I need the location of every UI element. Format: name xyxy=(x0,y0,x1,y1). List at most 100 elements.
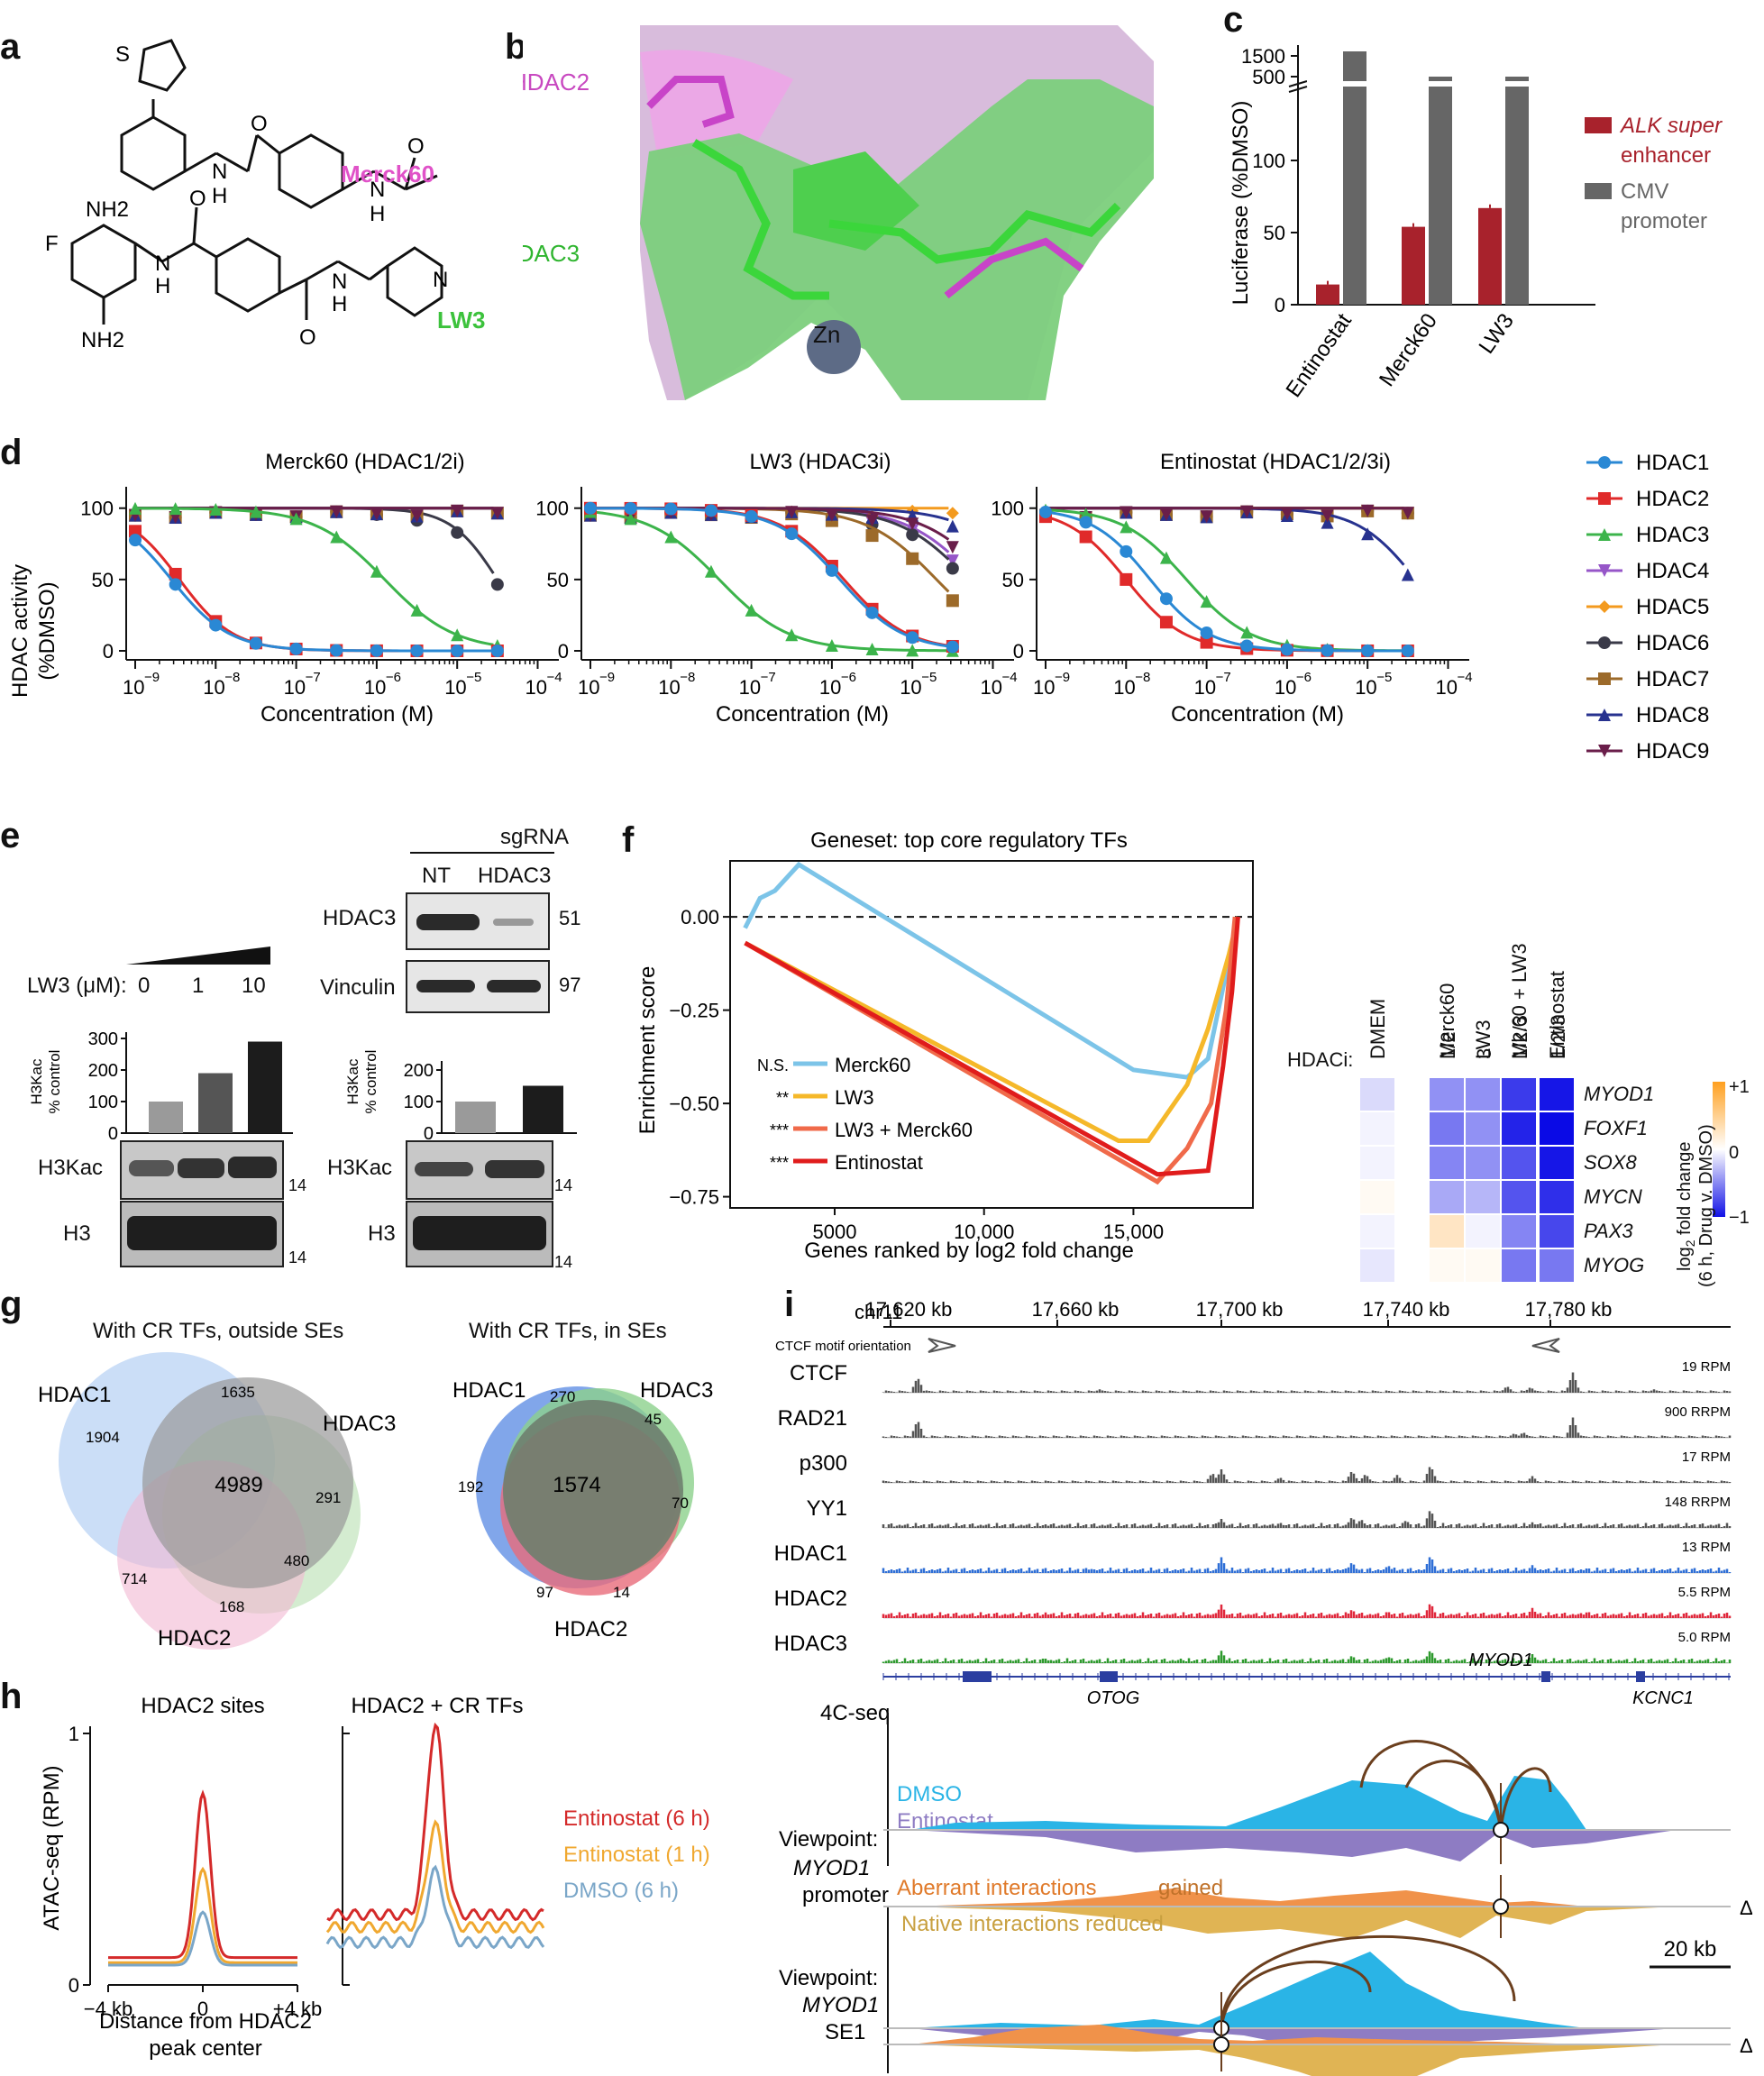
e-bar2 xyxy=(523,1085,563,1133)
d-xtick-exp: −6 xyxy=(386,670,401,685)
d-legend-item: HDAC5 xyxy=(1636,595,1709,619)
i-4c-label: 4C-seq xyxy=(820,1701,890,1725)
hm-hdaci-value: 1/2/3 xyxy=(1547,1015,1569,1059)
c-category: Merck60 xyxy=(1375,309,1442,391)
d-marker xyxy=(209,618,223,632)
f-legend-sig: *** xyxy=(770,1154,789,1172)
i-viewpoint2-label: MYOD1 xyxy=(802,1993,879,2017)
e-bar2-ylabel-2: % control xyxy=(362,1050,379,1114)
i-track-name: YY1 xyxy=(807,1496,847,1521)
d-legend-item: HDAC9 xyxy=(1636,739,1709,764)
hm-cell xyxy=(1539,1248,1575,1283)
i-gene-kcnc1: KCNC1 xyxy=(1632,1688,1694,1708)
c-bar-alk xyxy=(1402,226,1425,305)
d-ytick: 0 xyxy=(558,640,569,663)
d-curve xyxy=(134,539,494,653)
hm-cell xyxy=(1429,1214,1465,1248)
i-viewpoint2-label: SE1 xyxy=(825,2020,865,2044)
d-marker xyxy=(906,644,919,657)
d-marker xyxy=(1200,595,1213,608)
d-xlabel: Concentration (M) xyxy=(1171,702,1344,727)
i-track-name: HDAC3 xyxy=(775,1632,847,1656)
f-ylabel: Enrichment score xyxy=(635,966,660,1135)
hm-cell xyxy=(1429,1248,1465,1283)
hdac3-structure-label: HDAC3 xyxy=(523,240,580,267)
i-gene-otog: OTOG xyxy=(1087,1688,1140,1708)
hm-hdaci-value: 1/2/3 xyxy=(1509,1015,1531,1059)
hm-cell xyxy=(1429,1077,1465,1111)
hm-colorbar-label-2: (6 h, Drug v. DMSO) xyxy=(1696,1124,1716,1287)
e-bar-ytick: 200 xyxy=(88,1061,118,1081)
d-marker xyxy=(946,594,959,608)
hm-cell xyxy=(1539,1077,1575,1111)
hdac2-structure-label: HDAC2 xyxy=(523,69,590,96)
c-bar-cmv xyxy=(1343,51,1366,305)
f-legend-name: Merck60 xyxy=(835,1054,910,1076)
h-profile xyxy=(108,1866,297,1964)
g-right-count-70: 70 xyxy=(672,1495,689,1512)
i-4c-area xyxy=(883,1952,1731,2028)
d-legend-item: HDAC8 xyxy=(1636,703,1709,727)
d-xtick: 10 xyxy=(1436,676,1458,699)
d-xlabel: Concentration (M) xyxy=(260,702,434,727)
c-category: LW3 xyxy=(1475,309,1519,358)
dose-0: 0 xyxy=(138,974,151,998)
sgrna-line xyxy=(410,852,554,854)
d-xtick: 10 xyxy=(578,676,599,699)
hm-colorbar-tick: +1 xyxy=(1729,1077,1750,1097)
d-curve xyxy=(134,530,494,653)
f-legend-name: LW3 xyxy=(835,1086,874,1109)
f-es-curve xyxy=(744,916,1240,1177)
d-marker xyxy=(906,631,919,645)
d-marker xyxy=(209,502,223,516)
hm-hdaci-value: 3 xyxy=(1473,1047,1495,1059)
d-curve xyxy=(590,507,949,648)
d-marker xyxy=(289,512,303,526)
i-aberrant-label: Aberrant interactions xyxy=(897,1876,1096,1900)
i-native-label: Native interactions reduced xyxy=(901,1912,1164,1936)
d-marker xyxy=(330,644,343,657)
d-marker xyxy=(865,514,879,527)
hm-hdaci-value: 1/2 xyxy=(1437,1031,1459,1059)
g-right-count-270: 270 xyxy=(550,1388,575,1405)
hm-cell xyxy=(1465,1111,1501,1146)
h-xtick: −4 kb xyxy=(84,1998,133,2020)
i-signal-track xyxy=(882,1372,1732,1393)
d-marker xyxy=(490,644,504,657)
d-marker xyxy=(664,502,678,516)
c-legend-alk-2: enhancer xyxy=(1621,143,1711,168)
g-right-count-192: 192 xyxy=(458,1478,483,1495)
blot-h3-1 xyxy=(120,1201,284,1267)
d-marker xyxy=(946,562,959,575)
d-xtick: 10 xyxy=(444,676,466,699)
f-legend-name: Entinostat xyxy=(835,1151,923,1174)
d-xtick: 10 xyxy=(981,676,1002,699)
dose-1: 1 xyxy=(192,974,205,998)
i-track-name: CTCF xyxy=(790,1361,847,1386)
hm-gene-label: MYOD1 xyxy=(1584,1083,1655,1105)
d-marker xyxy=(451,628,464,642)
i-4c-area xyxy=(883,1907,1731,1938)
h-ytick: 1 xyxy=(69,1723,79,1745)
d-curve xyxy=(134,507,494,646)
g-left-count-1635: 1635 xyxy=(221,1384,255,1401)
hm-cell xyxy=(1465,1214,1501,1248)
mw-14-d: 14 xyxy=(554,1253,573,1271)
hm-cell xyxy=(1501,1077,1537,1111)
nt-label: NT xyxy=(422,864,451,888)
venn-outside-ses: HDAC1 HDAC3 HDAC2 1904 1635 291 4989 714… xyxy=(38,1352,396,1651)
mw-97: 97 xyxy=(559,974,581,996)
c-ytick: 1500 xyxy=(1241,45,1285,68)
hm-gene-label: PAX3 xyxy=(1584,1220,1633,1242)
d-marker xyxy=(129,525,142,538)
h-profile xyxy=(325,1819,545,1934)
sgrna-label: sgRNA xyxy=(500,825,570,849)
d-xtick: 10 xyxy=(1113,676,1135,699)
f-legend-sig: *** xyxy=(770,1121,789,1139)
atom-h4: H xyxy=(332,292,347,316)
blot-h3-label-2: H3 xyxy=(368,1221,396,1246)
d-marker xyxy=(906,517,919,531)
blot-h3kac-1 xyxy=(120,1140,284,1200)
d-ytick: 50 xyxy=(547,569,569,591)
